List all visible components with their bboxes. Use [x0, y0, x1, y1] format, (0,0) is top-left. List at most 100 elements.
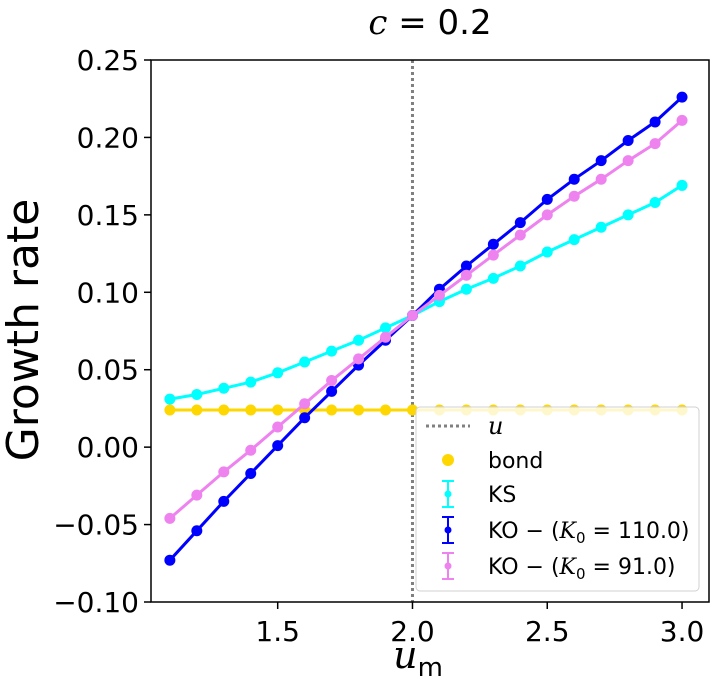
y-tick-label: 0.05	[77, 354, 139, 387]
data-point-KO-110	[326, 385, 338, 397]
x-tick-label: 2.0	[390, 615, 435, 648]
y-tick-label: −0.05	[53, 509, 139, 542]
data-point-KS	[676, 179, 688, 191]
data-point-bond	[272, 404, 284, 416]
x-tick-label: 1.5	[255, 615, 300, 648]
data-point-KO-91	[676, 114, 688, 126]
legend-label: KS	[488, 483, 516, 508]
data-point-KS	[460, 283, 472, 295]
data-point-bond	[245, 404, 257, 416]
data-point-KO-110	[541, 193, 553, 205]
data-point-KS	[272, 367, 284, 379]
data-point-KO-110	[487, 238, 499, 250]
legend-entry-KO-91: KO − (K0 = 91.0)	[442, 552, 676, 583]
legend-marker	[444, 526, 452, 534]
data-point-KO-110	[622, 135, 634, 147]
chart-title: c = 0.2	[368, 3, 491, 43]
x-axis-label: um	[393, 633, 443, 683]
legend-marker	[444, 490, 452, 498]
data-point-KO-91	[649, 138, 661, 150]
data-point-KO-91	[514, 229, 526, 241]
data-point-KO-91	[487, 249, 499, 261]
axes-border	[150, 59, 710, 603]
data-point-bond	[218, 404, 230, 416]
data-point-KO-91	[406, 310, 418, 322]
y-tick-label: 0.15	[77, 199, 139, 232]
data-point-bond	[353, 404, 365, 416]
data-point-KS	[218, 382, 230, 394]
x-axis: 1.5 2.0 2.5 3.0	[255, 602, 704, 648]
data-point-KO-110	[595, 155, 607, 167]
data-point-KO-110	[649, 116, 661, 128]
legend-label-vline: u	[488, 412, 503, 440]
data-point-bond	[406, 404, 418, 416]
data-point-KO-91	[272, 421, 284, 433]
data-point-KO-91	[433, 289, 445, 301]
data-point-KO-91	[245, 444, 257, 456]
y-axis: −0.10 −0.05 0.00 0.05 0.10 0.15 0.20 0.25	[53, 44, 151, 619]
data-point-KO-91	[218, 466, 230, 478]
y-tick-label: 0.20	[77, 121, 139, 154]
x-tick-label: 3.0	[660, 615, 705, 648]
data-point-bond	[191, 404, 203, 416]
data-point-KS	[353, 334, 365, 346]
axes-frame	[150, 59, 710, 603]
data-point-KS	[380, 322, 392, 334]
data-point-KO-91	[380, 331, 392, 343]
data-point-KO-110	[218, 495, 230, 507]
legend-entry-KS: KS	[442, 480, 516, 508]
legend-label: bond	[488, 449, 543, 474]
y-tick-label: 0.25	[77, 44, 139, 77]
legend: u bond KS KO − (K0 = 110.0) KO − (K0 = 91.0)	[415, 406, 700, 592]
data-point-KO-110	[568, 173, 580, 185]
data-point-KO-91	[164, 512, 176, 524]
series-KS	[164, 179, 688, 405]
data-point-bond	[380, 404, 392, 416]
legend-marker	[444, 562, 452, 570]
data-point-KO-91	[622, 155, 634, 167]
data-point-KO-91	[541, 209, 553, 221]
data-point-KS	[514, 260, 526, 272]
data-point-KS	[164, 393, 176, 405]
data-point-KO-110	[191, 525, 203, 537]
legend-label: KO − (K0 = 91.0)	[488, 555, 676, 583]
data-point-KO-91	[191, 489, 203, 501]
data-point-bond	[164, 404, 176, 416]
legend-entry-bond: bond	[442, 449, 543, 474]
data-point-KS	[595, 221, 607, 233]
data-point-KS	[299, 356, 311, 368]
data-point-KS	[487, 272, 499, 284]
y-tick-label: −0.10	[53, 586, 139, 619]
data-point-KS	[622, 209, 634, 221]
x-tick-label: 2.5	[525, 615, 570, 648]
data-point-KO-91	[460, 269, 472, 281]
series-KO-91	[164, 114, 688, 524]
y-tick-label: 0.10	[77, 276, 139, 309]
data-point-KO-91	[595, 173, 607, 185]
data-point-KS	[245, 376, 257, 388]
data-point-KS	[568, 234, 580, 246]
data-point-KO-110	[514, 217, 526, 229]
legend-label: KO − (K0 = 110.0)	[488, 519, 690, 547]
data-point-KS	[191, 388, 203, 400]
data-point-KO-110	[164, 554, 176, 566]
data-point-bond	[326, 404, 338, 416]
data-point-KO-110	[676, 91, 688, 103]
data-point-KS	[649, 196, 661, 208]
y-axis-label: Growth rate	[0, 199, 49, 462]
data-point-KO-110	[299, 412, 311, 424]
data-point-KO-91	[299, 398, 311, 410]
data-point-KO-91	[568, 190, 580, 202]
data-point-KO-110	[460, 260, 472, 272]
data-point-KO-91	[353, 353, 365, 365]
data-point-KS	[541, 246, 553, 258]
data-point-KO-110	[245, 467, 257, 479]
data-point-KS	[326, 345, 338, 357]
legend-box	[415, 406, 700, 592]
legend-marker	[442, 454, 454, 466]
data-point-KO-91	[326, 375, 338, 387]
y-tick-label: 0.00	[77, 431, 139, 464]
data-point-KO-110	[272, 440, 284, 452]
legend-entry-KO-110: KO − (K0 = 110.0)	[442, 516, 690, 547]
